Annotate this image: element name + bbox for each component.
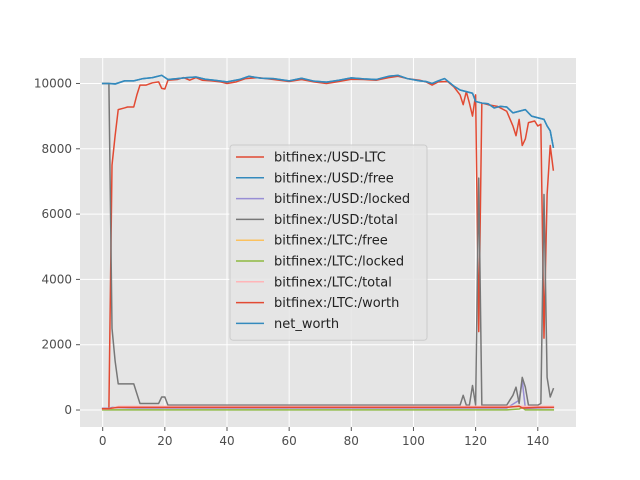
legend-label: bitfinex:/USD:/total <box>274 213 398 228</box>
legend-label: net_worth <box>274 317 339 332</box>
x-tick-label: 0 <box>99 434 107 448</box>
series-line-7 <box>101 405 555 410</box>
y-tick-label: 6000 <box>41 207 72 221</box>
y-tick-label: 4000 <box>41 272 72 286</box>
x-tick-label: 140 <box>526 434 549 448</box>
series-line-0 <box>101 75 555 410</box>
legend-label: bitfinex:/USD-LTC <box>274 151 386 166</box>
legend-box <box>229 144 428 341</box>
x-tick-label: 40 <box>219 434 234 448</box>
legend-label: bitfinex:/LTC:/worth <box>274 296 399 311</box>
legend-label: bitfinex:/USD:/free <box>274 171 394 186</box>
legend-label: bitfinex:/LTC:/free <box>274 234 388 249</box>
y-tick-label: 0 <box>64 403 72 417</box>
x-tick-label: 80 <box>344 434 359 448</box>
legend-label: bitfinex:/LTC:/locked <box>274 255 404 270</box>
y-tick-label: 2000 <box>41 338 72 352</box>
x-tick-label: 60 <box>282 434 297 448</box>
legend: bitfinex:/USD-LTC bitfinex:/USD:/free bitf… <box>229 144 428 341</box>
y-tick-label: 10000 <box>34 76 72 90</box>
x-tick-label: 120 <box>464 434 487 448</box>
series-line-3 <box>101 82 555 406</box>
x-axis: 0 20 40 60 80 100 120 140 <box>99 427 549 448</box>
y-tick-label: 8000 <box>41 142 72 156</box>
legend-label: bitfinex:/LTC:/total <box>274 275 392 290</box>
series-layer <box>101 74 555 411</box>
x-tick-label: 20 <box>157 434 172 448</box>
y-axis: 0 2000 4000 6000 8000 10000 <box>34 76 80 417</box>
series-line-8 <box>101 74 555 149</box>
x-tick-label: 100 <box>402 434 425 448</box>
legend-label: bitfinex:/USD:/locked <box>274 192 410 207</box>
